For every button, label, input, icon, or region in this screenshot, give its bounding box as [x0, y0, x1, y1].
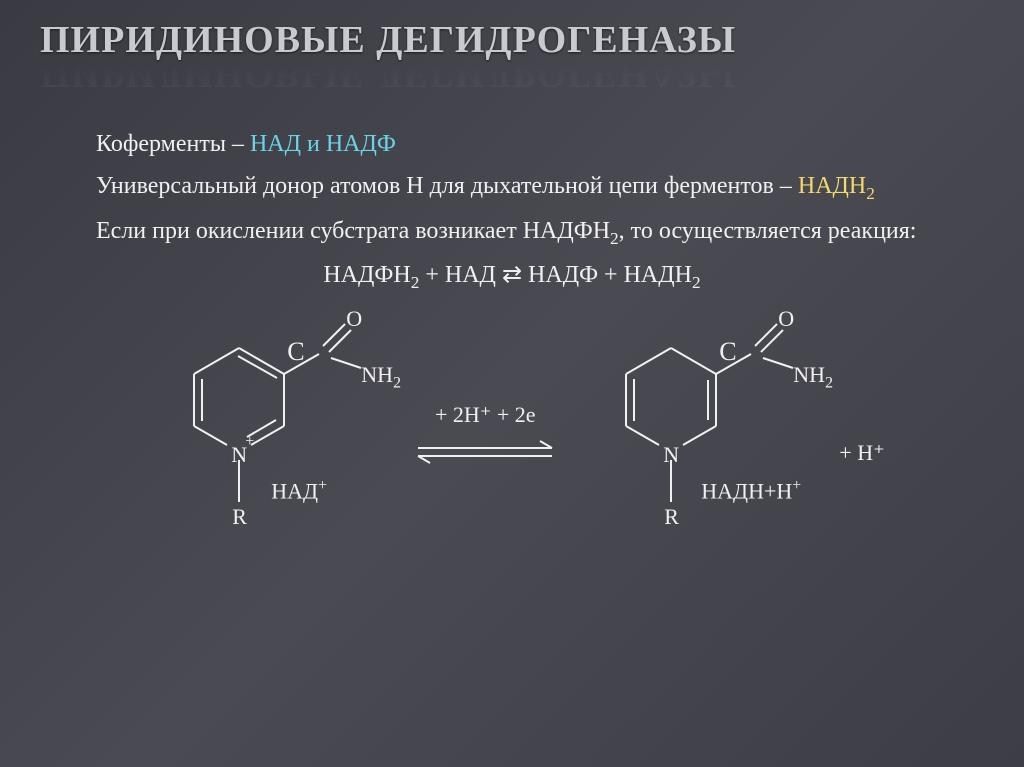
chemical-reaction: O C NH2 N + R НАД+ + 2Н⁺ + 2е — [60, 302, 964, 562]
atom-O-left: O — [346, 302, 362, 335]
line1-text: Коферменты – — [96, 131, 250, 157]
line3b: , то осуществляется реакция: — [619, 218, 917, 244]
eq-m2: НАДФ + НАДН — [522, 262, 692, 288]
line-1: Коферменты – НАД и НАДФ — [60, 126, 964, 162]
line2-hb: НАДН — [798, 173, 866, 199]
atom-N-right: N — [663, 438, 679, 471]
eq-l: НАДФН — [323, 262, 410, 288]
nadh-s: + — [792, 477, 801, 494]
equilibrium-arrow-icon — [410, 437, 560, 467]
nh2rsub: 2 — [825, 375, 833, 392]
atom-R-left: R — [232, 500, 247, 533]
reaction-middle: + 2Н⁺ + 2е — [405, 398, 565, 467]
atom-N-plus: + — [245, 430, 254, 454]
atom-NH2-right: NH2 — [793, 358, 833, 395]
reaction-right-text: + Н⁺ — [839, 436, 884, 469]
line2-sub: 2 — [866, 184, 875, 203]
nadplus-s: + — [318, 477, 327, 494]
line2-text: Универсальный донор атомов Н для дыхател… — [96, 173, 798, 199]
structure-nadh: O C NH2 N R НАДН+Н+ — [571, 302, 831, 562]
line-3: Если при окислении субстрата возникает Н… — [60, 213, 964, 252]
reaction-mid-text: + 2Н⁺ + 2е — [435, 398, 536, 431]
content: Коферменты – НАД и НАДФ Универсальный до… — [0, 126, 1024, 562]
label-nadh: НАДН+Н+ — [701, 474, 801, 507]
nad-plus-svg — [139, 302, 399, 562]
nadh-t: НАДН+Н — [701, 478, 792, 503]
line3-sub: 2 — [610, 229, 619, 248]
eq-rsub: 2 — [692, 273, 701, 292]
nh2r: NH — [793, 362, 825, 387]
slide-title-reflection: ПИРИДИНОВЫЕ ДЕГИДРОГЕНАЗЫ — [40, 52, 984, 96]
eq-m1: + НАД — [419, 262, 502, 288]
equation: НАДФН2 + НАД ⇄ НАДФ + НАДН2 — [60, 257, 964, 296]
atom-O-right: O — [778, 302, 794, 335]
line2-highlight: НАДН2 — [798, 173, 875, 199]
atom-NH2-left: NH2 — [361, 358, 401, 395]
label-nad-plus: НАД+ — [271, 474, 327, 507]
line3a: Если при окислении субстрата возникает Н… — [96, 218, 610, 244]
line-2: Универсальный донор атомов Н для дыхател… — [60, 168, 964, 207]
line1-highlight: НАД и НАДФ — [250, 131, 396, 157]
title-block: ПИРИДИНОВЫЕ ДЕГИДРОГЕНАЗЫ ПИРИДИНОВЫЕ ДЕ… — [0, 0, 1024, 126]
atom-R-right: R — [664, 500, 679, 533]
atom-C-left: C — [287, 332, 304, 371]
atom-C-right: C — [719, 332, 736, 371]
eq-arrow: ⇄ — [502, 261, 522, 288]
nh2lsub: 2 — [393, 375, 401, 392]
structure-nad-plus: O C NH2 N + R НАД+ — [139, 302, 399, 562]
nadh-svg — [571, 302, 831, 562]
nadplus-t: НАД — [271, 478, 318, 503]
nh2l: NH — [361, 362, 393, 387]
